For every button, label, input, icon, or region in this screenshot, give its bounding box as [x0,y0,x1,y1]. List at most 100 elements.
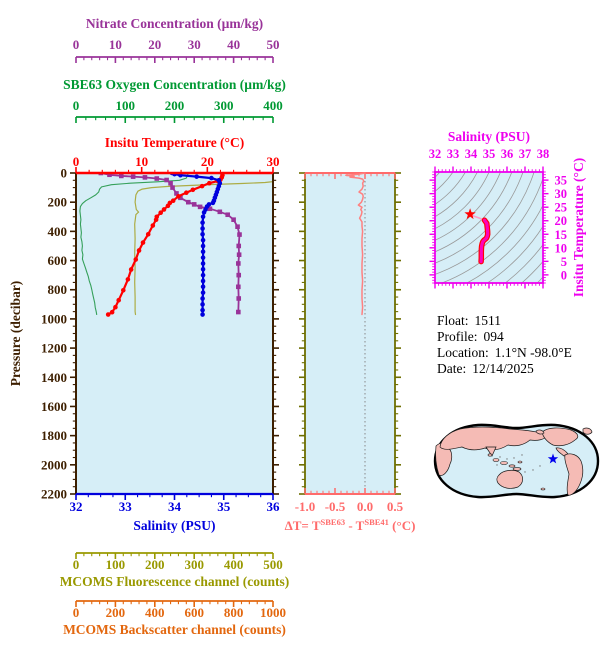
svg-text:2000: 2000 [41,457,67,472]
svg-text:1200: 1200 [41,341,67,356]
float-id-line: Float: 1511 [437,313,572,329]
svg-text:0: 0 [73,557,80,572]
oxygen-axis: 0 100 200 300 400 SBE63 Oxygen Concentration … [63,77,286,123]
map-float-star [547,453,559,464]
axis-title: Salinity (PSU) [133,518,215,533]
nitrate-axis: 0 10 20 30 40 50 Nitrate Concentration (µm/kg) [73,16,280,63]
float-value: 1511 [474,313,502,328]
svg-text:800: 800 [224,605,244,620]
location-line: Location: 1.1°N -98.0°E [437,345,572,361]
svg-text:10: 10 [135,154,148,169]
svg-text:0: 0 [561,268,567,282]
svg-text:0.0: 0.0 [357,499,373,514]
svg-text:34: 34 [168,499,182,514]
svg-text:1000: 1000 [260,605,286,620]
main-plot-curves [79,173,273,317]
svg-text:10: 10 [109,37,122,52]
svg-text:20: 20 [201,154,214,169]
world-map [433,423,600,499]
svg-text:200: 200 [145,557,165,572]
svg-text:1000: 1000 [41,311,67,326]
location-label: Location: [437,345,489,360]
svg-text:32: 32 [429,147,442,161]
float-info: Float: 1511 Profile: 094 Location: 1.1°N -9… [437,313,572,377]
fluorescence-axis: 0 100 200 300 400 500 MCOMS Fluorescence chann… [60,552,290,589]
backscatter-axis: 0 200 400 600 800 1000 MCOMS Backscatter chann… [63,600,286,637]
location-value: 1.1°N -98.0°E [494,345,572,360]
svg-text:35: 35 [483,147,496,161]
svg-text:400: 400 [263,98,283,113]
ts-temperature-title: Insitu Temperature (°C) [571,158,586,297]
svg-text:30: 30 [267,154,280,169]
svg-text:37: 37 [519,147,532,161]
svg-text:33: 33 [447,147,460,161]
svg-text:40: 40 [227,37,240,52]
float-label: Float: [437,313,469,328]
date-value: 12/14/2025 [472,361,534,376]
svg-text:1400: 1400 [41,370,67,385]
svg-text:500: 500 [263,557,283,572]
svg-text:0: 0 [73,37,80,52]
axis-title: MCOMS Fluorescence channel (counts) [60,574,290,589]
delta-t-panel: -1.0 -0.5 0.0 0.5 ΔT= TSBE63 - TSBE41 (°C) [285,172,416,533]
temperature-curve [105,173,225,317]
svg-text:2200: 2200 [41,487,67,502]
profile-value: 094 [483,329,504,344]
svg-text:300: 300 [214,98,234,113]
date-label: Date: [437,361,467,376]
svg-text:30: 30 [555,187,568,201]
axis-title: Nitrate Concentration (µm/kg) [86,16,263,31]
svg-text:50: 50 [267,37,280,52]
svg-text:36: 36 [267,499,281,514]
salinity-curve [169,173,223,317]
svg-text:0: 0 [73,605,80,620]
svg-text:400: 400 [145,605,165,620]
svg-text:600: 600 [48,253,68,268]
svg-text:800: 800 [48,282,68,297]
svg-text:5: 5 [561,255,567,269]
delta-t-title: ΔT= TSBE63 - TSBE41 (°C) [285,517,416,533]
svg-text:36: 36 [501,147,514,161]
date-line: Date: 12/14/2025 [437,361,572,377]
svg-text:-0.5: -0.5 [325,499,346,514]
svg-text:-1.0: -1.0 [295,499,316,514]
svg-text:300: 300 [184,557,204,572]
svg-text:33: 33 [119,499,133,514]
svg-text:400: 400 [48,224,68,239]
svg-text:30: 30 [188,37,201,52]
axis-title: MCOMS Backscatter channel (counts) [63,622,286,637]
ts-curve [464,208,491,265]
svg-text:600: 600 [184,605,204,620]
svg-text:200: 200 [48,195,68,210]
svg-text:0.5: 0.5 [387,499,404,514]
svg-text:1600: 1600 [41,399,67,414]
oxygen-curve [79,173,189,316]
svg-text:0: 0 [73,154,80,169]
map-landmasses [435,426,593,496]
svg-text:35: 35 [217,499,231,514]
svg-text:1800: 1800 [41,428,67,443]
svg-text:0: 0 [61,166,68,181]
svg-text:25: 25 [555,201,568,215]
svg-text:100: 100 [106,557,126,572]
svg-text:35: 35 [555,174,568,188]
ts-salinity-title: Salinity (PSU) [448,129,530,144]
nitrate-curve [98,173,242,315]
svg-text:0: 0 [73,98,80,113]
profile-line: Profile: 094 [437,329,572,345]
temperature-axis: 0 10 20 30 Insitu Temperature (°C) [73,135,280,175]
ts-surface-star [464,208,476,220]
svg-text:32: 32 [70,499,83,514]
axis-title: Insitu Temperature (°C) [105,135,244,150]
svg-text:34: 34 [465,147,478,161]
svg-text:15: 15 [555,228,568,242]
svg-text:10: 10 [555,241,568,255]
pressure-axis: 0 200 400 600 800 1000 1200 1400 1600 1800 2000 220… [8,166,77,502]
svg-text:200: 200 [106,605,126,620]
svg-text:100: 100 [116,98,136,113]
axis-title: Pressure (decibar) [8,281,23,387]
main-plot [76,173,273,494]
delta-t-curve [345,172,366,316]
